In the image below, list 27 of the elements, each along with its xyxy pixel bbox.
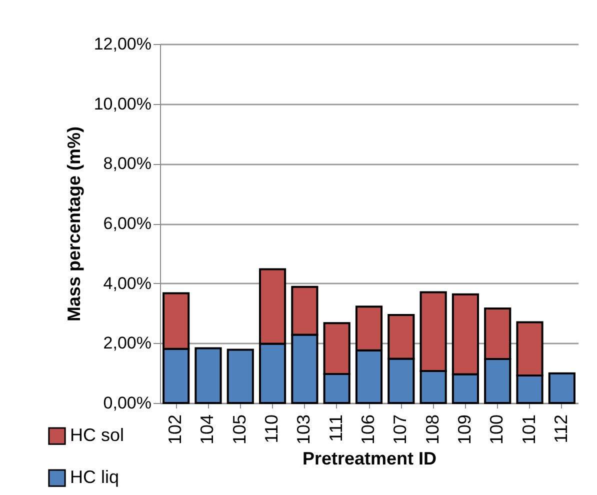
x-tick-label: 105	[229, 414, 250, 445]
bar	[194, 347, 222, 404]
y-tick-label: 10,00%	[94, 94, 152, 114]
x-tick-label: 106	[358, 414, 378, 445]
y-tick-label: 12,00%	[94, 34, 152, 54]
x-tick-label: 112	[550, 414, 571, 444]
y-tick-label: 8,00%	[103, 154, 152, 174]
x-tick-label: 108	[422, 414, 442, 445]
y-axis-title: Mass percentage (m%)	[64, 126, 84, 322]
bar	[548, 372, 576, 404]
x-tick-label: 107	[390, 414, 410, 445]
y-tick-label: 2,00%	[103, 334, 152, 353]
y-tick-label: 4,00%	[103, 274, 152, 293]
x-tick-label: 101	[518, 414, 539, 445]
bar	[226, 348, 254, 404]
x-tick-label: 104	[197, 414, 218, 445]
x-tick-label: 110	[262, 414, 282, 444]
legend-label: HC liq	[70, 467, 120, 487]
x-tick-label: 102	[165, 414, 186, 445]
y-tick-label: 0,00%	[103, 394, 152, 412]
x-tick-label: 111	[326, 414, 346, 442]
x-tick-label: 100	[486, 414, 507, 445]
x-tick-label: 103	[294, 414, 314, 445]
x-axis-title: Pretreatment ID	[302, 448, 437, 469]
y-tick-label: 6,00%	[103, 214, 152, 233]
x-tick-label: 109	[454, 414, 474, 445]
legend-label: HC sol	[70, 425, 124, 445]
